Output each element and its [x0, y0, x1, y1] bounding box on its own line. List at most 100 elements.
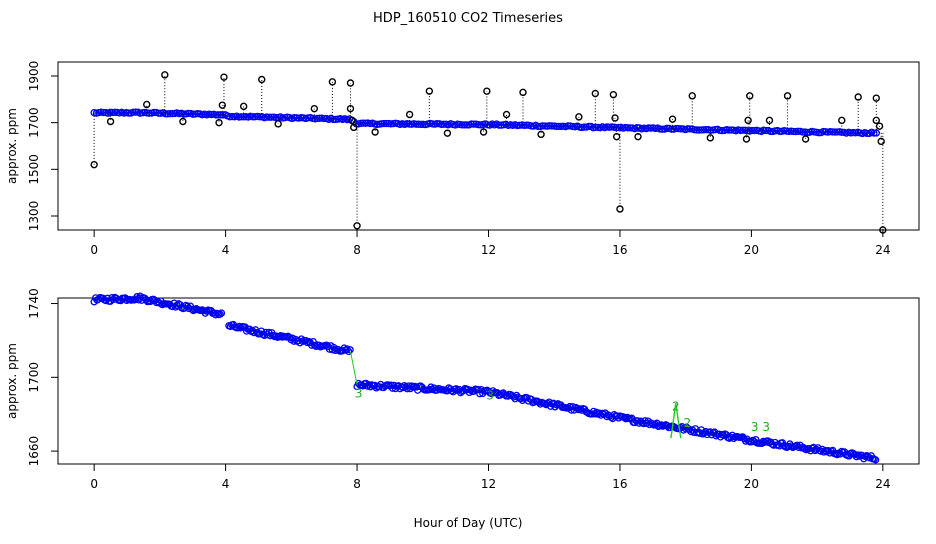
top-outlier-point [310, 104, 319, 113]
bottom-data-point [854, 451, 862, 459]
top-outlier-point [872, 94, 880, 102]
top-data-point [872, 129, 880, 137]
top-x-tick-label: 16 [612, 243, 627, 257]
top-data-point [161, 110, 170, 118]
top-outlier-point [479, 128, 488, 136]
bottom-data-point [576, 405, 584, 413]
top-outlier-point [875, 122, 884, 130]
top-data-point [214, 111, 223, 119]
bottom-y-axis-label: approx. ppm [5, 343, 19, 419]
top-data-point [725, 126, 733, 134]
top-outlier-point [609, 90, 618, 99]
top-outlier-point [742, 135, 751, 143]
top-outlier-point [575, 113, 583, 121]
top-outlier-point [744, 116, 752, 125]
bottom-spike-line [670, 403, 682, 439]
top-data-point [470, 120, 478, 128]
bottom-data-point [648, 420, 657, 428]
top-data-point [766, 127, 775, 136]
top-data-point [580, 123, 588, 131]
top-y-tick-label: 1700 [27, 107, 41, 138]
top-data-point [683, 125, 692, 133]
top-outlier-point [239, 102, 248, 111]
top-data-point [131, 108, 140, 116]
top-data-point [585, 122, 593, 131]
top-outlier-point [801, 135, 810, 143]
bottom-data-point [169, 302, 177, 311]
top-data-point [564, 122, 572, 130]
top-outlier-point [872, 116, 880, 125]
top-data-point [686, 125, 694, 133]
bottom-data-point [217, 309, 226, 317]
top-data-point [467, 120, 476, 128]
top-data-point [359, 119, 367, 127]
top-data-point [672, 124, 680, 133]
top-data-point [458, 121, 466, 129]
top-data-point [828, 128, 837, 136]
top-x-tick-label: 8 [353, 243, 361, 257]
top-data-point [380, 119, 388, 128]
top-data-point [168, 109, 177, 118]
top-outlier-point [443, 129, 452, 137]
bottom-x-tick-label: 8 [353, 477, 361, 491]
top-data-point [815, 129, 823, 137]
top-data-point [382, 119, 390, 128]
top-outlier-point [143, 100, 151, 109]
top-data-point [412, 120, 420, 128]
top-data-point [545, 122, 554, 130]
top-data-point [674, 125, 683, 133]
top-outlier-point [519, 88, 527, 97]
top-outlier-point [405, 110, 414, 119]
top-data-point [700, 126, 708, 134]
top-data-point [870, 129, 878, 137]
top-data-point [129, 108, 137, 116]
bottom-annotation-label: 2 [672, 400, 680, 414]
bottom-y-tick-label: 1660 [27, 436, 41, 467]
top-x-tick-label: 24 [875, 243, 890, 257]
top-data-point [184, 109, 193, 117]
top-outlier-point [179, 117, 187, 126]
bottom-annotation-label: 3 [355, 387, 363, 401]
top-data-point [656, 125, 664, 133]
top-y-tick-label: 1500 [27, 154, 41, 185]
top-outlier-point [371, 128, 379, 136]
bottom-x-tick-label: 16 [612, 477, 627, 491]
bottom-data-point [216, 310, 224, 318]
top-outlier-point [765, 116, 774, 125]
top-outlier-point [838, 116, 846, 125]
top-data-point [833, 128, 841, 136]
top-outlier-point [346, 104, 355, 113]
top-outlier-point [612, 132, 621, 141]
top-data-point [440, 120, 448, 128]
top-data-point [145, 109, 154, 117]
top-x-tick-label: 0 [90, 243, 98, 257]
top-data-point [237, 113, 246, 121]
top-x-tick-label: 4 [222, 243, 230, 257]
top-data-point [111, 108, 119, 116]
top-data-point [803, 128, 811, 137]
top-outlier-point [877, 137, 885, 146]
bottom-annotation-label: 3 [762, 420, 770, 434]
bottom-x-tick-label: 0 [90, 477, 98, 491]
top-outlier-point [274, 120, 282, 128]
top-data-point [249, 113, 257, 121]
top-data-point [150, 108, 158, 117]
top-data-point [727, 126, 736, 134]
top-data-point [125, 109, 133, 117]
bottom-data-point [871, 456, 880, 464]
top-data-point [164, 110, 172, 118]
top-outlier-point [688, 92, 696, 100]
top-data-point [329, 115, 338, 124]
top-data-point [677, 125, 685, 133]
top-data-point [495, 121, 503, 129]
top-data-point [624, 124, 632, 132]
top-data-point [697, 126, 706, 134]
top-data-point [267, 113, 275, 121]
top-outlier-point [616, 205, 624, 213]
x-axis-label: Hour of Day (UTC) [414, 516, 523, 530]
top-outlier-point [668, 115, 677, 123]
top-panel: 0 4 8 12 16 20 24 1300 1500 1700 1900 approx. ppm [5, 61, 920, 257]
top-outlier-point [611, 114, 619, 122]
bottom-data-point [681, 424, 689, 433]
